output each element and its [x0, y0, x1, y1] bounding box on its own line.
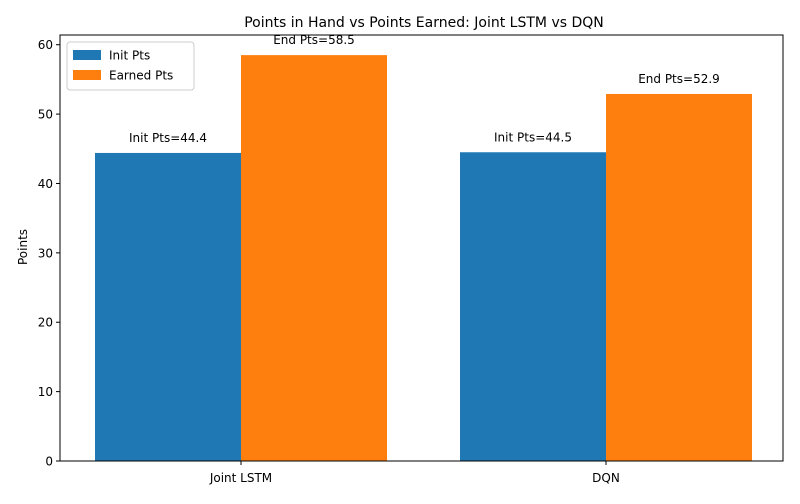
- chart-title: Points in Hand vs Points Earned: Joint L…: [244, 15, 604, 31]
- y-axis-label: Points: [16, 229, 30, 265]
- plot-frame: [59, 34, 784, 462]
- bar-value-label: Init Pts=44.5: [494, 130, 572, 144]
- legend-label: Init Pts: [109, 49, 150, 63]
- legend-swatch-earned-pts: [73, 70, 101, 80]
- legend-label: Earned Pts: [109, 69, 173, 83]
- value-labels-layer: Init Pts=44.4 End Pts=58.5 Init Pts=44.5 En…: [129, 33, 720, 145]
- y-tick-label: 60: [38, 38, 53, 52]
- bar-init-pts-dqn: [460, 152, 606, 461]
- bars-layer: [95, 55, 752, 462]
- bar-init-pts-joint-lstm: [95, 152, 241, 461]
- y-tick-label: 40: [38, 177, 53, 191]
- y-tick-label: 50: [38, 108, 53, 122]
- x-axis-ticks: Joint LSTM DQN: [209, 461, 620, 485]
- bar-value-label: End Pts=58.5: [273, 33, 355, 47]
- bar-earned-pts-dqn: [606, 93, 752, 461]
- bar-earned-pts-joint-lstm: [241, 55, 387, 462]
- y-tick-label: 0: [45, 455, 53, 469]
- y-tick-label: 10: [38, 385, 53, 399]
- y-tick-label: 30: [38, 246, 53, 260]
- y-axis-ticks: 0 10 20 30 40 50 60: [38, 38, 60, 469]
- legend: Init Pts Earned Pts: [66, 41, 195, 91]
- y-tick-label: 20: [38, 316, 53, 330]
- bar-value-label: Init Pts=44.4: [129, 131, 207, 145]
- bar-value-label: End Pts=52.9: [638, 72, 720, 86]
- x-tick-label: Joint LSTM: [209, 471, 272, 485]
- legend-swatch-init-pts: [73, 50, 101, 60]
- x-tick-label: DQN: [592, 471, 620, 485]
